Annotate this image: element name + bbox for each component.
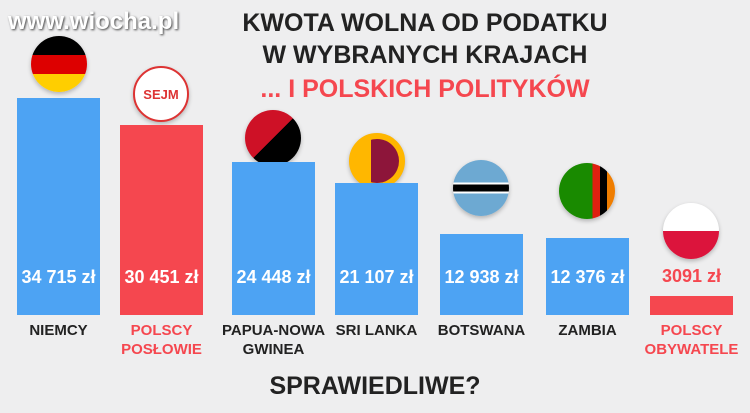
flag-botswana [453, 160, 509, 216]
x-tick-label: POLSCY POSŁOWIE [121, 322, 202, 358]
bar [17, 98, 100, 315]
footer: SPRAWIEDLIWE? [269, 372, 481, 400]
x-tick-label: NIEMCY [29, 322, 88, 339]
bar [232, 162, 315, 315]
flag-sri-lanka [349, 133, 405, 189]
bar [335, 183, 418, 315]
value-label: 21 107 zł [339, 267, 414, 287]
value-label: 24 448 zł [236, 267, 311, 287]
bar [440, 234, 523, 315]
sejm-logo: SEJM [133, 66, 189, 122]
bar [120, 124, 203, 315]
flag-zambia [559, 163, 615, 219]
bar [546, 237, 629, 315]
x-tick-label: PAPUA-NOWA GWINEA [221, 322, 326, 358]
x-tick-label: POLSCY OBYWATELE [644, 322, 739, 358]
value-label: 12 376 zł [550, 267, 625, 287]
title-line: W WYBRANYCH KRAJACH [262, 41, 588, 69]
flag-poland [663, 203, 719, 259]
subtitle: ... I POLSKICH POLITYKÓW [260, 75, 590, 103]
x-tick-label: ZAMBIA [558, 322, 617, 339]
x-tick-label: BOTSWANA [437, 322, 526, 339]
flag-png [245, 110, 301, 166]
bar [650, 295, 733, 315]
flag-germany [31, 36, 87, 92]
value-label: 12 938 zł [444, 267, 519, 287]
value-label: 34 715 zł [21, 267, 96, 287]
value-label: 3091 zł [661, 265, 722, 286]
watermark: www.wiocha.pl [8, 8, 180, 35]
x-tick-label: SRI LANKA [335, 322, 418, 339]
title-line: KWOTA WOLNA OD PODATKU [242, 9, 608, 37]
value-label: 30 451 zł [124, 267, 199, 287]
